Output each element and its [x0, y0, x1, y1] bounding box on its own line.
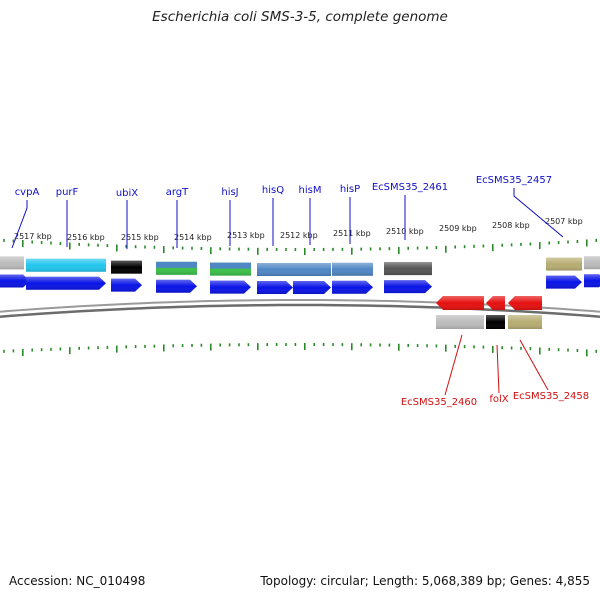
scale-label: 2517 kbp [14, 232, 52, 241]
map-title: Escherichia coli SMS-3-5, complete genom… [152, 9, 448, 25]
scale-label: 2516 kbp [67, 233, 105, 242]
leader-line [444, 334, 463, 396]
forward-gene-label: EcSMS35_2457 [476, 175, 552, 186]
leader-line [519, 339, 549, 391]
scale-label: 2513 kbp [227, 231, 265, 240]
scale-label: 2515 kbp [121, 233, 159, 242]
scale-label: 2512 kbp [280, 231, 318, 240]
accession-text: Accession: NC_010498 [9, 574, 146, 588]
leader-line [11, 200, 28, 249]
cog-feature-bar [210, 262, 251, 269]
forward-gene-label: ubiX [116, 188, 138, 199]
reverse-gene-label: EcSMS35_2460 [401, 397, 477, 408]
scale-label: 2509 kbp [439, 224, 477, 233]
forward-gene-label: hisM [299, 185, 322, 196]
scale-label: 2507 kbp [545, 217, 583, 226]
scale-label: 2508 kbp [492, 221, 530, 230]
forward-gene-label: hisQ [262, 185, 284, 196]
leader-line [496, 344, 500, 394]
reverse-gene-label: folX [489, 394, 508, 405]
scale-label: 2511 kbp [333, 229, 371, 238]
forward-gene-label: hisJ [221, 187, 238, 198]
reverse-gene-label: EcSMS35_2458 [513, 391, 589, 402]
forward-gene-label: hisP [340, 184, 360, 195]
forward-gene-label: argT [166, 187, 189, 198]
forward-gene-label: cvpA [15, 187, 40, 198]
genome-summary-text: Topology: circular; Length: 5,068,389 bp… [260, 574, 590, 588]
cog-feature-bar [156, 261, 197, 268]
scale-label: 2514 kbp [174, 233, 212, 242]
backbone-line [0, 303, 600, 318]
forward-gene-label: EcSMS35_2461 [372, 182, 448, 193]
forward-gene-label: purF [56, 187, 79, 198]
leader-line [513, 188, 564, 238]
